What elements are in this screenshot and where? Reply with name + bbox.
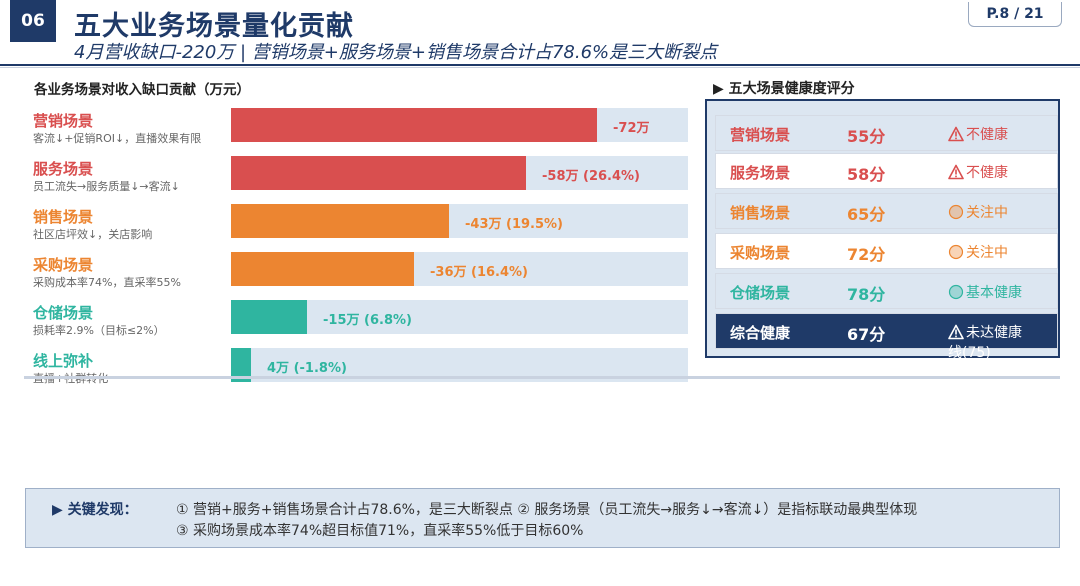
circle-icon (948, 244, 964, 260)
category-description: 社区店坪效↓，关店影响 (33, 228, 153, 241)
circle-icon (948, 204, 964, 220)
bar-track: -43万 (19.5%) (231, 204, 688, 238)
bar (231, 348, 251, 382)
health-status-text: 关注中 (966, 205, 1008, 221)
health-scene-name: 销售场景 (730, 204, 791, 222)
category-name: 销售场景 (33, 208, 94, 226)
health-scene-name: 仓储场景 (730, 284, 791, 302)
bar-row: 营销场景客流↓+促销ROI↓，直播效果有限 -72万 (0, 108, 700, 156)
category-name: 营销场景 (33, 112, 94, 130)
bar-track: -15万 (6.8%) (231, 300, 688, 334)
warning-icon (948, 126, 964, 142)
health-status: 关注中 (948, 203, 1008, 223)
warning-icon (948, 324, 964, 340)
category-description: 客流↓+促销ROI↓，直播效果有限 (33, 132, 202, 145)
bar (231, 252, 414, 286)
bar-row: 服务场景员工流失→服务质量↓→客流↓ -58万 (26.4%) (0, 156, 700, 204)
health-score: 65分 (847, 205, 886, 224)
chart-baseline (24, 376, 1060, 379)
health-row: 采购场景 72分 关注中 (715, 233, 1058, 269)
health-status: 不健康 (948, 163, 1008, 183)
health-scene-name: 综合健康 (730, 324, 791, 342)
health-score: 78分 (847, 285, 886, 304)
bar (231, 204, 449, 238)
category-name: 采购场景 (33, 256, 94, 274)
health-row: 销售场景 65分 关注中 (715, 193, 1058, 229)
health-row: 营销场景 55分 不健康 (715, 115, 1058, 151)
bar (231, 300, 307, 334)
category-name: 服务场景 (33, 160, 94, 178)
bar-value-label: -72万 (613, 121, 650, 136)
category-name: 线上弥补 (33, 352, 94, 370)
health-status-text: 关注中 (966, 245, 1008, 261)
health-row: 服务场景 58分 不健康 (715, 153, 1058, 189)
health-status-text: 不健康 (966, 165, 1008, 181)
key-findings-box: ▶ 关键发现： ① 营销+服务+销售场景合计占78.6%，是三大断裂点 ② 服务… (25, 488, 1060, 548)
health-status-text: 不健康 (966, 127, 1008, 143)
health-status-text: 未达健康线(75) (948, 325, 1022, 361)
bar-track: -72万 (231, 108, 688, 142)
health-status: 未达健康线(75) (948, 323, 1034, 363)
bar-value-label: -43万 (19.5%) (465, 217, 563, 232)
bar-row: 线上弥补直播+社群转化4万 (-1.8%) (0, 348, 700, 396)
bar-value-label: -15万 (6.8%) (323, 313, 412, 328)
health-score: 58分 (847, 165, 886, 184)
bar-value-label: -36万 (16.4%) (430, 265, 528, 280)
key-finding-line-2: ③ 采购场景成本率74%超目标值71%，直采率55%低于目标60% (176, 523, 584, 539)
page-number: P.8 / 21 (968, 2, 1062, 27)
bar (231, 156, 526, 190)
health-scene-name: 服务场景 (730, 164, 791, 182)
page-title: 五大业务场景量化贡献 (74, 11, 354, 42)
health-status-text: 基本健康 (966, 285, 1022, 301)
health-scene-name: 营销场景 (730, 126, 791, 144)
chart-title: 各业务场景对收入缺口贡献（万元） (34, 82, 250, 98)
health-status: 关注中 (948, 243, 1008, 263)
health-score: 72分 (847, 245, 886, 264)
health-score: 55分 (847, 127, 886, 146)
category-description: 员工流失→服务质量↓→客流↓ (33, 180, 180, 193)
health-row: 综合健康 67分 未达健康线(75) (715, 313, 1058, 361)
bar-value-label: 4万 (-1.8%) (267, 361, 347, 376)
header-divider (0, 64, 1080, 66)
bar (231, 108, 597, 142)
health-panel-title: ▶ 五大场景健康度评分 (713, 81, 855, 97)
bar-value-label: -58万 (26.4%) (542, 169, 640, 184)
bar-track: -36万 (16.4%) (231, 252, 688, 286)
section-badge: 06 (10, 0, 56, 42)
health-scene-name: 采购场景 (730, 244, 791, 262)
category-name: 仓储场景 (33, 304, 94, 322)
category-description: 损耗率2.9%（目标≤2%） (33, 324, 165, 337)
health-status: 不健康 (948, 125, 1008, 145)
circle-icon (948, 284, 964, 300)
health-row: 仓储场景 78分 基本健康 (715, 273, 1058, 309)
bar-track: -58万 (26.4%) (231, 156, 688, 190)
health-score: 67分 (847, 325, 886, 344)
page-subtitle: 4月营收缺口-220万 | 营销场景+服务场景+销售场景合计占78.6%是三大断… (74, 42, 718, 63)
bar-row: 销售场景社区店坪效↓，关店影响 -43万 (19.5%) (0, 204, 700, 252)
warning-icon (948, 164, 964, 180)
key-findings-label: ▶ 关键发现： (52, 502, 138, 518)
health-score-panel: 营销场景 55分 不健康 服务场景 58分 不健康 销售场景 65分 关注中 采购场景 72分 关注中… (705, 99, 1060, 361)
bar-row: 采购场景采购成本率74%，直采率55% -36万 (16.4%) (0, 252, 700, 300)
bar-row: 仓储场景损耗率2.9%（目标≤2%） -15万 (6.8%) (0, 300, 700, 348)
category-description: 采购成本率74%，直采率55% (33, 276, 181, 289)
health-status: 基本健康 (948, 283, 1022, 303)
key-finding-line-1: ① 营销+服务+销售场景合计占78.6%，是三大断裂点 ② 服务场景（员工流失→… (176, 502, 918, 518)
header-divider-light (0, 67, 1080, 68)
